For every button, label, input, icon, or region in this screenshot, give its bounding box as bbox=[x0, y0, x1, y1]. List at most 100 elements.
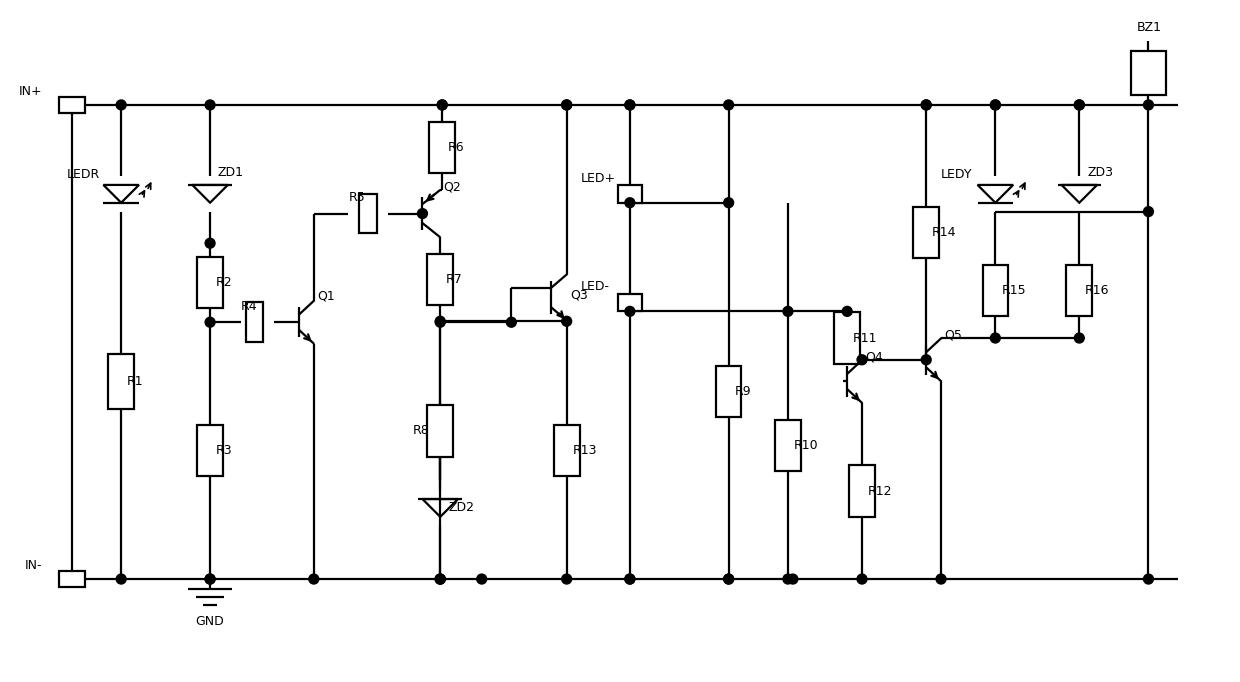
Text: LED-: LED- bbox=[580, 280, 610, 293]
Text: R12: R12 bbox=[868, 485, 893, 498]
Text: Q1: Q1 bbox=[317, 289, 335, 302]
Bar bbox=[835, 312, 861, 364]
Circle shape bbox=[782, 574, 792, 584]
Circle shape bbox=[506, 317, 516, 327]
Text: ZD2: ZD2 bbox=[448, 501, 474, 514]
Text: Q2: Q2 bbox=[443, 181, 461, 194]
Text: R4: R4 bbox=[241, 300, 258, 313]
Text: R9: R9 bbox=[734, 385, 751, 398]
Circle shape bbox=[724, 574, 734, 584]
Text: Q3: Q3 bbox=[570, 288, 588, 301]
Text: R16: R16 bbox=[1085, 284, 1110, 297]
Text: R10: R10 bbox=[794, 439, 818, 452]
Text: R11: R11 bbox=[853, 331, 878, 344]
Circle shape bbox=[782, 306, 792, 316]
Circle shape bbox=[435, 317, 445, 327]
Text: R7: R7 bbox=[446, 273, 463, 286]
Text: R13: R13 bbox=[573, 444, 598, 457]
Circle shape bbox=[1074, 333, 1084, 343]
Circle shape bbox=[438, 100, 448, 110]
Circle shape bbox=[625, 198, 635, 207]
Circle shape bbox=[991, 100, 1001, 110]
Bar bbox=[775, 420, 801, 471]
Circle shape bbox=[787, 574, 797, 584]
Text: ZD3: ZD3 bbox=[1087, 166, 1114, 179]
Circle shape bbox=[562, 316, 572, 326]
Bar bbox=[618, 293, 642, 312]
Circle shape bbox=[936, 574, 946, 584]
Circle shape bbox=[205, 238, 215, 248]
Text: IN+: IN+ bbox=[19, 85, 42, 98]
Circle shape bbox=[921, 100, 931, 110]
Circle shape bbox=[435, 574, 445, 584]
Text: R1: R1 bbox=[126, 375, 144, 388]
Text: GND: GND bbox=[196, 614, 224, 627]
Circle shape bbox=[1143, 100, 1153, 110]
Circle shape bbox=[117, 574, 126, 584]
Bar bbox=[1066, 265, 1092, 316]
Text: LEDY: LEDY bbox=[941, 168, 972, 181]
Bar bbox=[1131, 50, 1167, 95]
Bar bbox=[197, 425, 223, 476]
Circle shape bbox=[562, 100, 572, 110]
Circle shape bbox=[418, 209, 428, 218]
Bar bbox=[849, 465, 875, 517]
Bar bbox=[60, 571, 84, 587]
Bar bbox=[246, 303, 263, 342]
Bar bbox=[428, 405, 453, 456]
Text: R6: R6 bbox=[448, 141, 465, 154]
Circle shape bbox=[625, 574, 635, 584]
Text: ZD1: ZD1 bbox=[218, 166, 244, 179]
Circle shape bbox=[1143, 207, 1153, 217]
Text: Q4: Q4 bbox=[866, 351, 883, 364]
Circle shape bbox=[205, 100, 215, 110]
Circle shape bbox=[438, 100, 448, 110]
Text: Q5: Q5 bbox=[945, 329, 962, 342]
Bar bbox=[429, 121, 455, 173]
Bar bbox=[914, 207, 939, 258]
Circle shape bbox=[562, 100, 572, 110]
Circle shape bbox=[435, 574, 445, 584]
Circle shape bbox=[724, 574, 734, 584]
Circle shape bbox=[1074, 100, 1084, 110]
Text: R5: R5 bbox=[348, 191, 365, 205]
Bar bbox=[554, 425, 579, 476]
Circle shape bbox=[435, 316, 445, 326]
Circle shape bbox=[857, 574, 867, 584]
Circle shape bbox=[205, 574, 215, 584]
Bar bbox=[197, 257, 223, 308]
Circle shape bbox=[309, 574, 319, 584]
Bar bbox=[60, 97, 84, 113]
Text: BZ1: BZ1 bbox=[1137, 21, 1162, 34]
Circle shape bbox=[724, 100, 734, 110]
Bar bbox=[360, 194, 377, 233]
Circle shape bbox=[625, 100, 635, 110]
Bar bbox=[982, 265, 1008, 316]
Circle shape bbox=[625, 574, 635, 584]
Circle shape bbox=[991, 333, 1001, 343]
Text: LEDR: LEDR bbox=[67, 168, 100, 181]
Circle shape bbox=[724, 198, 734, 207]
Bar bbox=[428, 254, 453, 306]
Text: R8: R8 bbox=[413, 424, 429, 437]
Circle shape bbox=[842, 306, 852, 316]
Bar bbox=[715, 366, 742, 417]
Circle shape bbox=[476, 574, 486, 584]
Circle shape bbox=[1143, 574, 1153, 584]
Bar bbox=[108, 355, 134, 409]
Circle shape bbox=[991, 100, 1001, 110]
Circle shape bbox=[1074, 100, 1084, 110]
Circle shape bbox=[117, 100, 126, 110]
Circle shape bbox=[625, 306, 635, 316]
Text: R3: R3 bbox=[216, 444, 233, 457]
Text: R15: R15 bbox=[1001, 284, 1025, 297]
Circle shape bbox=[857, 355, 867, 365]
Circle shape bbox=[435, 574, 445, 584]
Bar bbox=[618, 185, 642, 203]
Circle shape bbox=[625, 100, 635, 110]
Circle shape bbox=[562, 574, 572, 584]
Circle shape bbox=[921, 355, 931, 365]
Circle shape bbox=[921, 100, 931, 110]
Text: R2: R2 bbox=[216, 276, 233, 289]
Circle shape bbox=[205, 574, 215, 584]
